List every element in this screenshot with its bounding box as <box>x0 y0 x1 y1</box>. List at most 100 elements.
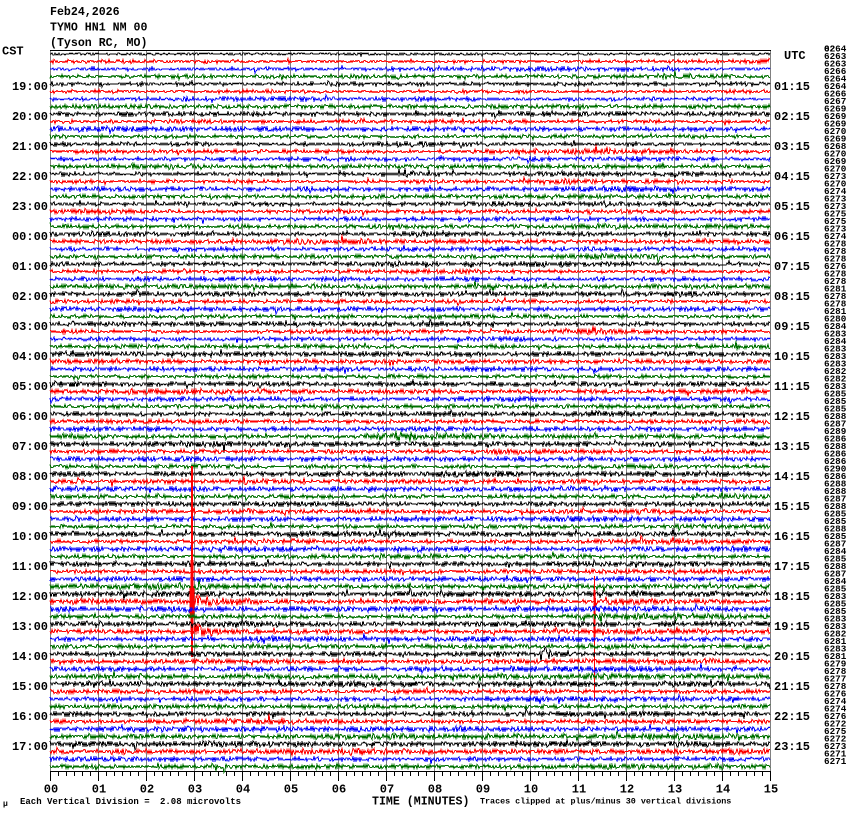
svg-text:6288: 6288 <box>824 411 847 422</box>
svg-text:13: 13 <box>668 783 682 797</box>
svg-text:06: 06 <box>332 783 346 797</box>
svg-text:6270: 6270 <box>824 163 847 174</box>
svg-text:6286: 6286 <box>824 448 847 459</box>
svg-text:6285: 6285 <box>824 508 847 519</box>
svg-text:02:00: 02:00 <box>12 290 48 304</box>
svg-text:Each Vertical Division =: Each Vertical Division = <box>20 797 150 807</box>
svg-text:6275: 6275 <box>824 726 847 737</box>
svg-text:6275: 6275 <box>824 208 847 219</box>
svg-text:13:00: 13:00 <box>12 620 48 634</box>
svg-text:17:15: 17:15 <box>774 560 810 574</box>
svg-text:23:15: 23:15 <box>774 740 810 754</box>
svg-text:6272: 6272 <box>824 718 847 729</box>
svg-text:6269: 6269 <box>824 156 847 167</box>
svg-text:06:00: 06:00 <box>12 410 48 424</box>
svg-text:12:15: 12:15 <box>774 410 810 424</box>
svg-text:6283: 6283 <box>824 328 847 339</box>
svg-text:14:15: 14:15 <box>774 470 810 484</box>
svg-text:08:00: 08:00 <box>12 470 48 484</box>
svg-text:07:00: 07:00 <box>12 440 48 454</box>
svg-text:6289: 6289 <box>824 426 847 437</box>
svg-text:09: 09 <box>476 783 490 797</box>
svg-text:6278: 6278 <box>824 246 847 257</box>
svg-text:15: 15 <box>764 783 778 797</box>
svg-text:6264: 6264 <box>824 73 847 84</box>
svg-text:CST: CST <box>2 45 24 59</box>
svg-text:6283: 6283 <box>824 358 847 369</box>
svg-text:19:00: 19:00 <box>12 80 48 94</box>
svg-text:6278: 6278 <box>824 253 847 264</box>
svg-text:6278: 6278 <box>824 666 847 677</box>
svg-text:13:15: 13:15 <box>774 440 810 454</box>
svg-text:Traces clipped at plus/minus 3: Traces clipped at plus/minus 30 vertical… <box>480 797 731 807</box>
svg-text:02:15: 02:15 <box>774 110 810 124</box>
svg-text:TIME (MINUTES): TIME (MINUTES) <box>372 796 469 809</box>
svg-text:6263: 6263 <box>824 51 847 62</box>
svg-text:05: 05 <box>284 783 298 797</box>
svg-text:21:15: 21:15 <box>774 680 810 694</box>
svg-text:6271: 6271 <box>824 756 847 767</box>
svg-text:03:00: 03:00 <box>12 320 48 334</box>
svg-text:6288: 6288 <box>824 523 847 534</box>
svg-text:6274: 6274 <box>824 231 847 242</box>
svg-text:6281: 6281 <box>824 636 847 647</box>
svg-text:6279: 6279 <box>824 658 847 669</box>
svg-text:6263: 6263 <box>824 58 847 69</box>
svg-text:6270: 6270 <box>824 148 847 159</box>
svg-text:6278: 6278 <box>824 298 847 309</box>
svg-text:TYMO HN1 NM 00: TYMO HN1 NM 00 <box>50 22 147 35</box>
svg-text:6273: 6273 <box>824 201 847 212</box>
svg-text:12: 12 <box>620 783 634 797</box>
svg-text:6266: 6266 <box>824 88 847 99</box>
svg-text:6285: 6285 <box>824 553 847 564</box>
svg-text:6284: 6284 <box>824 576 847 587</box>
svg-text:6283: 6283 <box>824 351 847 362</box>
svg-text:10: 10 <box>524 783 538 797</box>
svg-text:23:00: 23:00 <box>12 200 48 214</box>
svg-text:6283: 6283 <box>824 591 847 602</box>
svg-text:6278: 6278 <box>824 681 847 692</box>
svg-text:05:00: 05:00 <box>12 380 48 394</box>
svg-text:16:15: 16:15 <box>774 530 810 544</box>
svg-text:6287: 6287 <box>824 538 846 549</box>
svg-text:6272: 6272 <box>824 733 847 744</box>
svg-text:6278: 6278 <box>824 238 847 249</box>
svg-text:6283: 6283 <box>824 613 847 624</box>
svg-text:6286: 6286 <box>824 433 847 444</box>
svg-text:6270: 6270 <box>824 178 847 189</box>
svg-text:07: 07 <box>380 783 394 797</box>
svg-text:01:00: 01:00 <box>12 260 48 274</box>
svg-text:6283: 6283 <box>824 621 847 632</box>
svg-text:6270: 6270 <box>824 126 847 137</box>
svg-text:6287: 6287 <box>824 418 846 429</box>
svg-text:6276: 6276 <box>824 711 847 722</box>
svg-text:12:00: 12:00 <box>12 590 48 604</box>
svg-text:6287: 6287 <box>824 568 846 579</box>
svg-text:02: 02 <box>824 43 836 54</box>
svg-text:06:15: 06:15 <box>774 230 810 244</box>
svg-text:6281: 6281 <box>824 651 847 662</box>
svg-text:6285: 6285 <box>824 606 847 617</box>
svg-text:6274: 6274 <box>824 696 847 707</box>
svg-text:6286: 6286 <box>824 471 847 482</box>
svg-text:11:00: 11:00 <box>12 560 48 574</box>
svg-text:2.08 microvolts: 2.08 microvolts <box>160 797 241 807</box>
svg-text:(Tyson RC, MO): (Tyson RC, MO) <box>50 37 147 50</box>
svg-text:03:15: 03:15 <box>774 140 810 154</box>
svg-text:6281: 6281 <box>824 306 847 317</box>
svg-text:02: 02 <box>140 783 154 797</box>
svg-text:04:00: 04:00 <box>12 350 48 364</box>
svg-text:6278: 6278 <box>824 291 847 302</box>
svg-text:05:15: 05:15 <box>774 200 810 214</box>
svg-text:20:15: 20:15 <box>774 650 810 664</box>
svg-text:Feb24,2026: Feb24,2026 <box>50 6 120 19</box>
svg-text:6288: 6288 <box>824 561 847 572</box>
svg-text:11:15: 11:15 <box>774 380 810 394</box>
svg-text:15:15: 15:15 <box>774 500 810 514</box>
svg-text:6281: 6281 <box>824 283 847 294</box>
svg-text:6288: 6288 <box>824 486 847 497</box>
svg-text:UTC: UTC <box>784 49 806 63</box>
svg-text:6284: 6284 <box>824 321 847 332</box>
svg-text:15:00: 15:00 <box>12 680 48 694</box>
svg-text:6285: 6285 <box>824 396 847 407</box>
